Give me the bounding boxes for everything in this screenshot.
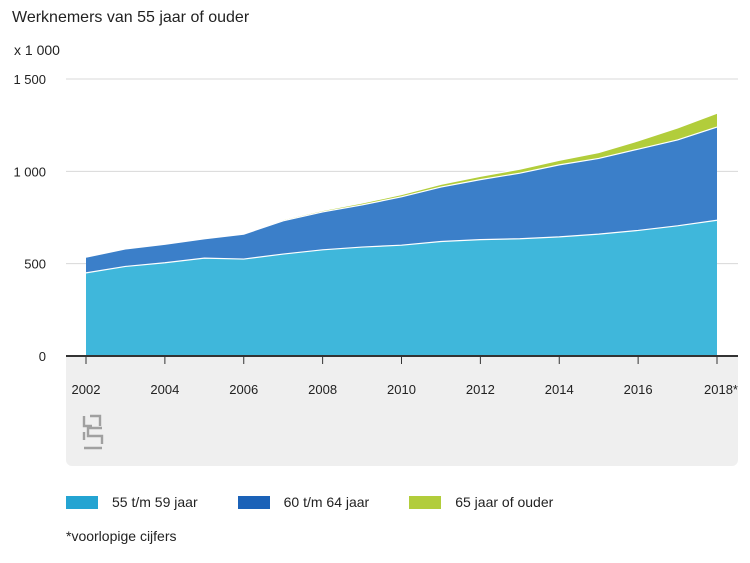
x-tick-label-2008: 2008 bbox=[308, 382, 337, 397]
x-axis-band bbox=[66, 356, 738, 466]
y-axis-unit: x 1 000 bbox=[14, 42, 60, 58]
legend-swatch-55-59 bbox=[66, 495, 98, 509]
x-tick-label-2012: 2012 bbox=[466, 382, 495, 397]
x-tick-label-2010: 2010 bbox=[387, 382, 416, 397]
legend-label-55-59: 55 t/m 59 jaar bbox=[112, 494, 198, 510]
area-series-1 bbox=[86, 220, 717, 356]
footnote: *voorlopige cijfers bbox=[66, 528, 177, 544]
x-tick-label-2016: 2016 bbox=[624, 382, 653, 397]
x-tick-label-2006: 2006 bbox=[229, 382, 258, 397]
legend-label-65-plus: 65 jaar of ouder bbox=[455, 494, 554, 510]
legend-swatch-65-plus bbox=[409, 495, 442, 509]
x-tick-label-2018: 2018* bbox=[704, 382, 738, 397]
y-tick-label-1000: 1 000 bbox=[13, 164, 46, 179]
legend-label-60-64: 60 t/m 64 jaar bbox=[283, 494, 370, 510]
area-chart: 0 500 1 000 1 500 2002 2004 2006 2008 2010 2012 20… bbox=[13, 72, 738, 397]
legend-item-55-59: 55 t/m 59 jaar bbox=[66, 494, 198, 510]
y-tick-label-500: 500 bbox=[24, 257, 46, 272]
series-line-1 bbox=[85, 219, 718, 274]
series-line-3 bbox=[85, 112, 718, 258]
x-tick-label-2014: 2014 bbox=[545, 382, 574, 397]
x-tick-label-2002: 2002 bbox=[72, 382, 101, 397]
x-tick-label-2004: 2004 bbox=[150, 382, 179, 397]
legend-swatch-60-64 bbox=[237, 495, 270, 509]
legend-item-60-64: 60 t/m 64 jaar bbox=[237, 494, 370, 510]
chart-title: Werknemers van 55 jaar of ouder bbox=[12, 9, 250, 26]
legend: 55 t/m 59 jaar 60 t/m 64 jaar 65 jaar of… bbox=[66, 494, 593, 510]
y-tick-label-0: 0 bbox=[39, 349, 46, 364]
y-tick-label-1500: 1 500 bbox=[13, 72, 46, 87]
cbs-logo-icon bbox=[82, 414, 104, 450]
legend-item-65-plus: 65 jaar of ouder bbox=[409, 494, 553, 510]
